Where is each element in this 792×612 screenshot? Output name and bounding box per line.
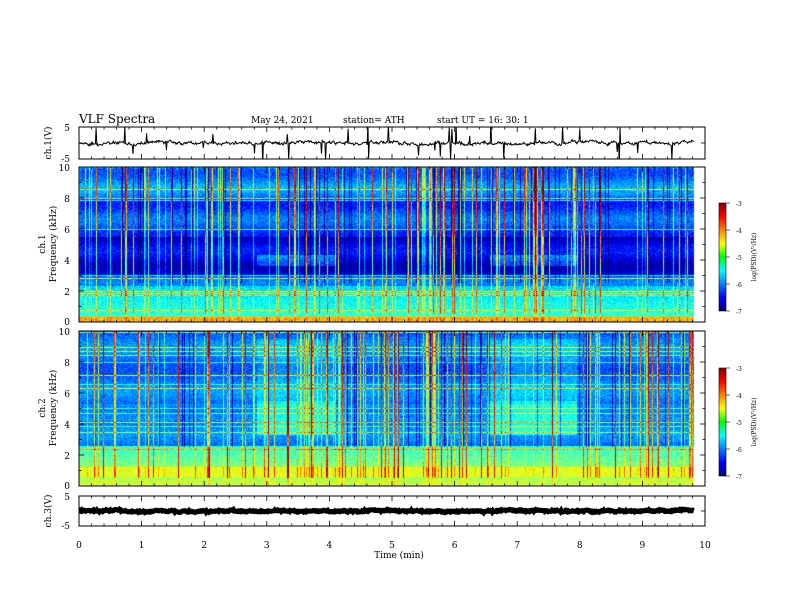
ch1-frequency-tick-labels: 10 8 6 4 2 0 bbox=[59, 164, 71, 328]
ch1-voltage-panel: 5 -5 ch.1(V) bbox=[43, 124, 706, 165]
x-tick-label: 2 bbox=[201, 541, 207, 551]
ch3-ytick-bottom: -5 bbox=[61, 522, 70, 532]
ch1-colorbar-tick-m6: -6 bbox=[736, 282, 742, 289]
ch1-frequency-ylabel: Frequency (kHz) bbox=[48, 206, 59, 283]
ch1-ytick-10: 10 bbox=[59, 164, 71, 174]
ch1-voltage-axis-ticks bbox=[78, 126, 706, 160]
x-tick-label: 0 bbox=[76, 541, 82, 551]
x-tick-label: 7 bbox=[514, 541, 520, 551]
ch3-voltage-trace bbox=[79, 505, 695, 517]
ch1-spectrogram-panel: 10 8 6 4 2 0 ch.1 Frequency (kHz) bbox=[38, 164, 706, 328]
ch1-colorbar-tick-m5: -5 bbox=[736, 255, 742, 262]
ch1-voltage-trace bbox=[79, 127, 694, 159]
ch2-ytick-2: 2 bbox=[64, 452, 70, 462]
ch1-ytick-2: 2 bbox=[64, 288, 70, 298]
start-time-label: start UT = 16: 30: 1 bbox=[437, 116, 529, 126]
ch1-ytick-0: 0 bbox=[64, 318, 70, 328]
x-tick-label: 1 bbox=[139, 541, 145, 551]
ch1-ytick-8: 8 bbox=[64, 195, 70, 205]
ch1-voltage-ylabel: ch.1(V) bbox=[43, 127, 54, 160]
ch1-spectrogram-channel-label: ch.1 bbox=[38, 234, 48, 253]
ch1-colorbar-tick-m7: -7 bbox=[736, 309, 742, 316]
ch3-voltage-ylabel: ch.3(V) bbox=[43, 495, 54, 528]
ch2-ytick-8: 8 bbox=[64, 359, 70, 369]
ch2-colorbar-tick-m6: -6 bbox=[736, 447, 742, 454]
ch3-voltage-panel: 5 -5 ch.3(V) bbox=[43, 493, 706, 532]
x-tick-label: 9 bbox=[640, 541, 646, 551]
ch1-colorbar-tick-m4: -4 bbox=[736, 228, 742, 235]
ch3-voltage-axis-ticks bbox=[78, 495, 706, 527]
ch2-ytick-6: 6 bbox=[64, 390, 70, 400]
ch1-ytick-6: 6 bbox=[64, 226, 70, 236]
time-axis-tick-labels: 0 1 2 3 4 5 6 7 8 9 10 bbox=[76, 541, 711, 551]
x-tick-label: 8 bbox=[577, 541, 583, 551]
figure-title: VLF Spectra bbox=[78, 112, 155, 126]
ch2-colorbar-label: log(PSD)(V²/Hz) bbox=[751, 398, 758, 447]
ch1-spectrogram-axis-ticks bbox=[78, 166, 706, 323]
ch2-colorbar-tick-m7: -7 bbox=[736, 474, 742, 481]
ch2-colorbar-tick-m4: -4 bbox=[736, 393, 742, 400]
ch1-ytick-4: 4 bbox=[64, 257, 70, 267]
ch2-colorbar-tick-m5: -5 bbox=[736, 420, 742, 427]
ch2-ytick-4: 4 bbox=[64, 421, 70, 431]
ch1-ytick-top: 5 bbox=[64, 124, 70, 134]
x-tick-label: 5 bbox=[389, 541, 395, 551]
ch1-colorbar-label: log(PSD)(V²/Hz) bbox=[751, 233, 758, 282]
date-label: May 24, 2021 bbox=[251, 116, 314, 126]
x-tick-label: 4 bbox=[327, 541, 333, 551]
ch2-spectrogram-axis-ticks bbox=[78, 330, 706, 487]
ch2-spectrogram-panel: 10 8 6 4 2 0 ch.2 Frequency (kHz) bbox=[38, 328, 706, 492]
ch1-colorbar: -3 -4 -5 -6 -7 log(PSD)(V²/Hz) bbox=[718, 201, 758, 316]
time-axis-label: Time (min) bbox=[374, 550, 424, 561]
ch2-ytick-0: 0 bbox=[64, 482, 70, 492]
ch2-ytick-10: 10 bbox=[59, 328, 71, 338]
station-label: station= ATH bbox=[343, 116, 405, 126]
x-tick-label: 10 bbox=[699, 541, 711, 551]
ch2-colorbar-ticks bbox=[726, 367, 730, 477]
x-tick-label: 3 bbox=[264, 541, 270, 551]
ch2-colorbar-tick-m3: -3 bbox=[736, 366, 742, 373]
ch2-frequency-ylabel: Frequency (kHz) bbox=[48, 370, 59, 447]
ch2-spectrogram-image bbox=[79, 331, 705, 486]
ch2-colorbar: -3 -4 -5 -6 -7 log(PSD)(V²/Hz) bbox=[718, 366, 758, 481]
ch1-ytick-bottom: -5 bbox=[61, 155, 70, 165]
ch2-frequency-tick-labels: 10 8 6 4 2 0 bbox=[59, 328, 71, 492]
ch1-colorbar-ticks bbox=[726, 202, 730, 312]
ch1-colorbar-tick-m3: -3 bbox=[736, 201, 742, 208]
ch2-spectrogram-channel-label: ch.2 bbox=[38, 398, 48, 417]
ch3-ytick-top: 5 bbox=[64, 493, 70, 503]
ch1-spectrogram-image bbox=[79, 167, 705, 322]
x-tick-label: 6 bbox=[452, 541, 458, 551]
